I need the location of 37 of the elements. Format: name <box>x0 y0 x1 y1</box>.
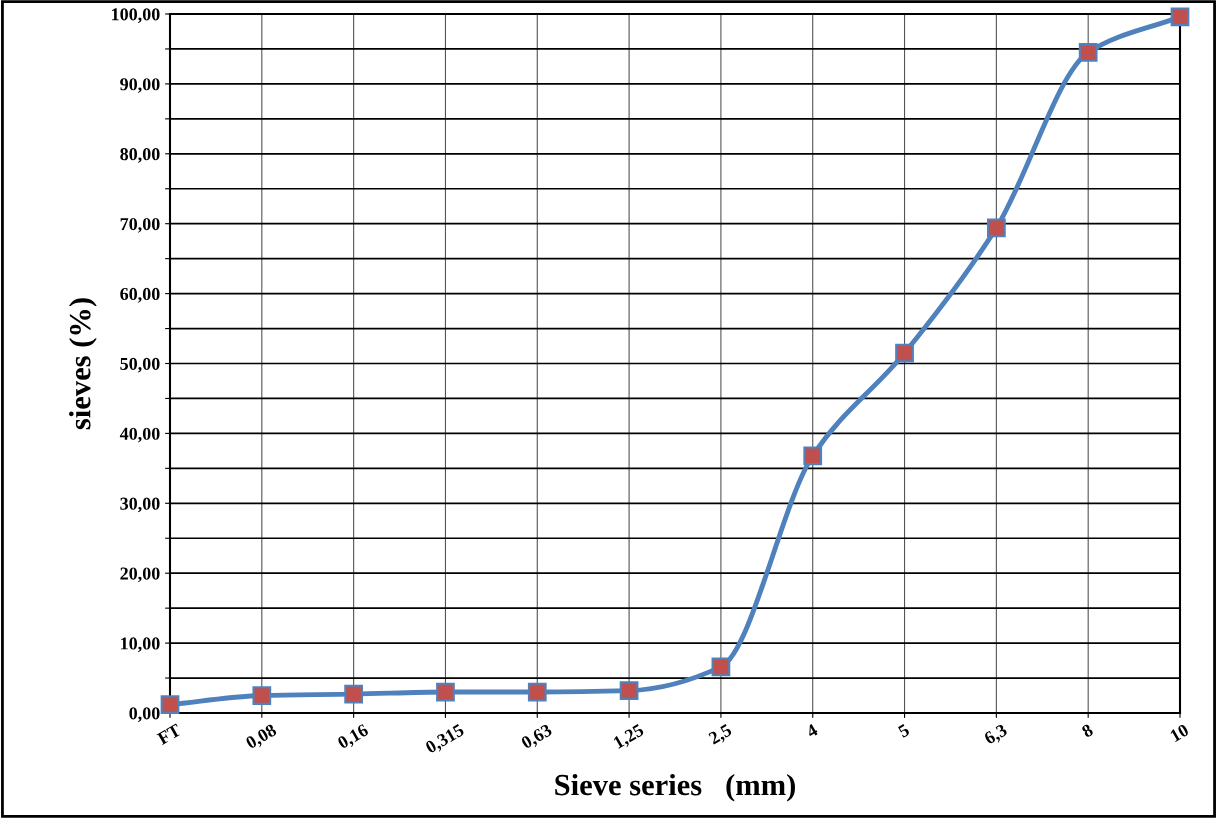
y-tick-label: 90,00 <box>120 78 160 93</box>
y-tick-label: 100,00 <box>112 8 160 24</box>
x-axis-title: Sieve series (mm) <box>555 773 795 802</box>
point <box>436 682 455 702</box>
y-tick-label: 40,00 <box>119 427 160 443</box>
point <box>344 684 364 704</box>
y-tick-label: 0,00 <box>129 707 160 723</box>
x-tick-label: 0,16 <box>336 723 371 752</box>
x-tick-label: 0,315 <box>424 723 467 756</box>
y-axis-title: sieves (%) <box>69 298 97 430</box>
x-tick-label: 2,5 <box>707 723 734 747</box>
x-tick-label: 4 <box>805 723 819 738</box>
y-tick-label: 20,00 <box>120 567 160 583</box>
point <box>160 695 180 714</box>
point <box>1078 43 1098 62</box>
y-tick-label: 80,00 <box>120 148 160 163</box>
point <box>527 682 547 702</box>
point <box>986 218 1006 238</box>
point <box>711 657 731 677</box>
y-tick-label: 50,00 <box>120 357 160 373</box>
x-tick-label: 10 <box>1169 723 1190 743</box>
x-tick-label: 8 <box>1080 723 1094 738</box>
y-tick-label: 60,00 <box>120 287 160 303</box>
y-tick-label: 70,00 <box>120 217 160 233</box>
x-tick-label: FT <box>156 723 182 745</box>
x-tick-label: 5 <box>897 723 911 738</box>
x-tick-label: 0,08 <box>244 723 279 752</box>
y-tick-label: 30,00 <box>120 497 160 513</box>
point <box>803 446 823 466</box>
point <box>895 343 914 363</box>
point <box>1170 7 1190 27</box>
x-tick-label: 6,3 <box>983 723 1010 747</box>
point <box>252 686 272 705</box>
x-tick-label: 1,25 <box>612 723 646 752</box>
x-tick-label: 0,63 <box>520 723 554 752</box>
point <box>619 681 639 701</box>
y-tick-label: 10,00 <box>121 637 160 653</box>
